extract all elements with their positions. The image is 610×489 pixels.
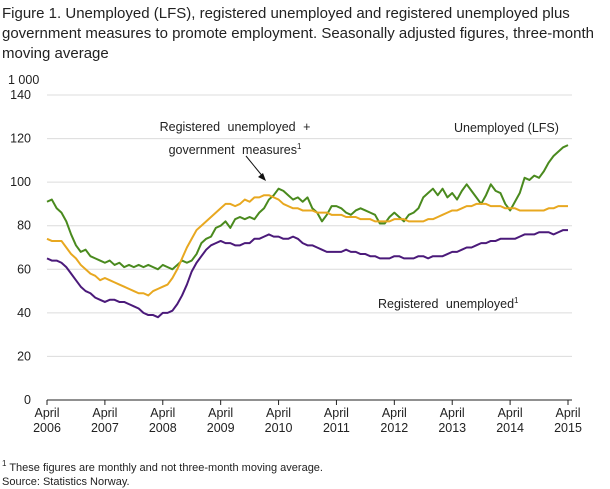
source: Source: Statistics Norway. — [2, 476, 130, 488]
x-tick-label: April 2008 — [148, 406, 177, 435]
x-tick-label: April 2015 — [554, 406, 582, 435]
note-marker: 1 — [514, 296, 519, 305]
x-tick-label: April 2014 — [496, 406, 525, 435]
label-text: Unemployed (LFS) — [454, 121, 559, 135]
y-tick-label: 40 — [17, 306, 31, 320]
y-unit: 1 000 — [8, 73, 40, 87]
y-tick-label: 140 — [10, 88, 31, 102]
note-marker: 1 — [2, 459, 7, 468]
x-tick-label: April 2009 — [206, 406, 235, 435]
chart-title: Figure 1. Unemployed (LFS), registered u… — [2, 5, 594, 62]
series-label: Registered unemployed + government measu… — [150, 117, 320, 160]
y-tick-label: 60 — [17, 262, 31, 276]
footnote-text: These figures are monthly and not three-… — [9, 462, 323, 474]
annotation-arrow-line — [245, 155, 265, 179]
y-tick-label: 100 — [10, 175, 31, 189]
x-tick-label: April 2013 — [438, 406, 467, 435]
series-line — [46, 194, 568, 297]
footer: 1 These figures are monthly and not thre… — [2, 457, 323, 489]
x-tick-label: April 2006 — [33, 406, 61, 435]
series-line — [46, 229, 568, 319]
x-tick-label: April 2011 — [322, 406, 350, 435]
x-tick-label: April 2012 — [380, 406, 409, 435]
annotation-arrow-head — [258, 173, 266, 181]
y-tick-label: 0 — [24, 393, 31, 407]
y-tick-label: 80 — [17, 219, 31, 233]
x-tick-label: April 2010 — [264, 406, 293, 435]
y-tick-label: 120 — [10, 132, 31, 146]
y-tick-label: 20 — [17, 349, 31, 363]
footnote: 1 These figures are monthly and not thre… — [2, 457, 323, 475]
label-text: Registered unemployed — [378, 297, 515, 311]
label-text: Registered unemployed + government measu… — [159, 120, 311, 157]
note-marker: 1 — [296, 142, 302, 151]
x-tick-label: April 2007 — [90, 406, 119, 435]
series-label: Unemployed (LFS) — [454, 118, 559, 138]
series-line — [46, 144, 569, 271]
series-label: Registered unemployed1 — [378, 291, 518, 314]
